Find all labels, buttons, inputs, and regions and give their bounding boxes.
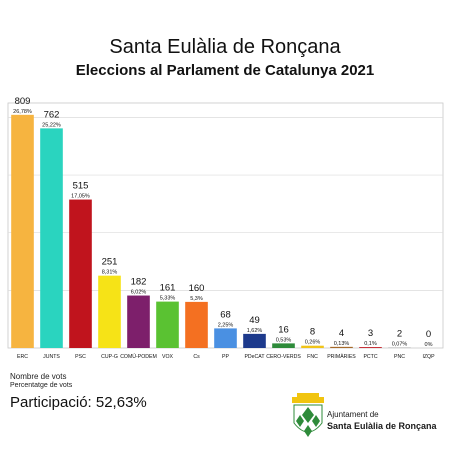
tick-label: ERC [17, 354, 28, 360]
data-label: 16 [278, 324, 289, 335]
data-label: 762 [44, 109, 60, 120]
data-label: 49 [249, 315, 260, 326]
bar [243, 333, 266, 348]
bar [156, 301, 179, 348]
data-label: 809 [15, 96, 31, 107]
bar [69, 199, 92, 348]
page-subtitle: Eleccions al Parlament de Catalunya 2021 [75, 62, 375, 79]
tick-label: PDeCAT [244, 354, 265, 360]
percent-label: 17,05% [71, 194, 90, 200]
tick-label: CERO-VERDS [266, 354, 301, 360]
percent-label: 2,25% [218, 322, 234, 328]
logo-line1: Ajuntament de [327, 410, 379, 419]
tick-label: CUP-G [101, 354, 118, 360]
tick-label: PSC [75, 354, 86, 360]
tick-label: PP [222, 354, 229, 360]
percent-label: 0,53% [276, 337, 292, 343]
participation-text: Participació: 52,63% [10, 394, 147, 411]
bar [40, 128, 63, 348]
tick-label: IZQP [422, 354, 435, 360]
bar [214, 328, 237, 348]
bar [301, 345, 324, 348]
legend-percent-label: Percentatge de vots [10, 382, 73, 389]
legend-votes-label: Nombre de vots [10, 372, 67, 381]
data-label: 160 [189, 283, 205, 294]
tick-label: JUNTS [43, 354, 60, 360]
bar [272, 343, 295, 348]
data-label: 2 [397, 328, 402, 339]
data-label: 251 [102, 257, 118, 268]
bar [185, 301, 208, 348]
tick-label: PCTC [363, 354, 377, 360]
percent-label: 0% [425, 342, 433, 348]
percent-label: 0,13% [334, 341, 350, 347]
bar [98, 275, 121, 348]
tick-label: PRIMÀRIES [327, 353, 356, 360]
data-label: 0 [426, 329, 431, 340]
shield-icon [292, 393, 324, 437]
data-label: 182 [131, 277, 147, 288]
percent-label: 0,07% [392, 341, 408, 347]
tick-label: PNC [394, 354, 405, 360]
percent-label: 6,02% [131, 290, 147, 296]
data-label: 515 [73, 181, 89, 192]
data-label: 4 [339, 328, 344, 339]
bar [330, 346, 353, 348]
data-label: 68 [220, 309, 231, 320]
data-label: 3 [368, 328, 373, 339]
tick-label: VOX [162, 354, 173, 360]
tick-label: Cs [193, 354, 200, 360]
data-label: 161 [160, 283, 176, 294]
percent-label: 1,62% [247, 328, 263, 334]
percent-label: 0,1% [364, 341, 377, 347]
percent-label: 26,78% [13, 109, 32, 115]
percent-label: 0,26% [305, 340, 321, 346]
tick-label: FNC [307, 354, 318, 360]
percent-label: 5,33% [160, 296, 176, 302]
bar [388, 347, 411, 348]
percent-label: 25,22% [42, 122, 61, 128]
percent-label: 5,3% [190, 296, 203, 302]
bar [11, 114, 34, 348]
bar [359, 347, 382, 348]
logo-line2: Santa Eulàlia de Ronçana [327, 421, 437, 431]
tick-label: COMÚ-PODEM [120, 353, 157, 360]
data-label: 8 [310, 327, 315, 338]
bar [127, 295, 150, 348]
percent-label: 8,31% [102, 270, 118, 276]
page-title: Santa Eulàlia de Ronçana [109, 36, 341, 58]
